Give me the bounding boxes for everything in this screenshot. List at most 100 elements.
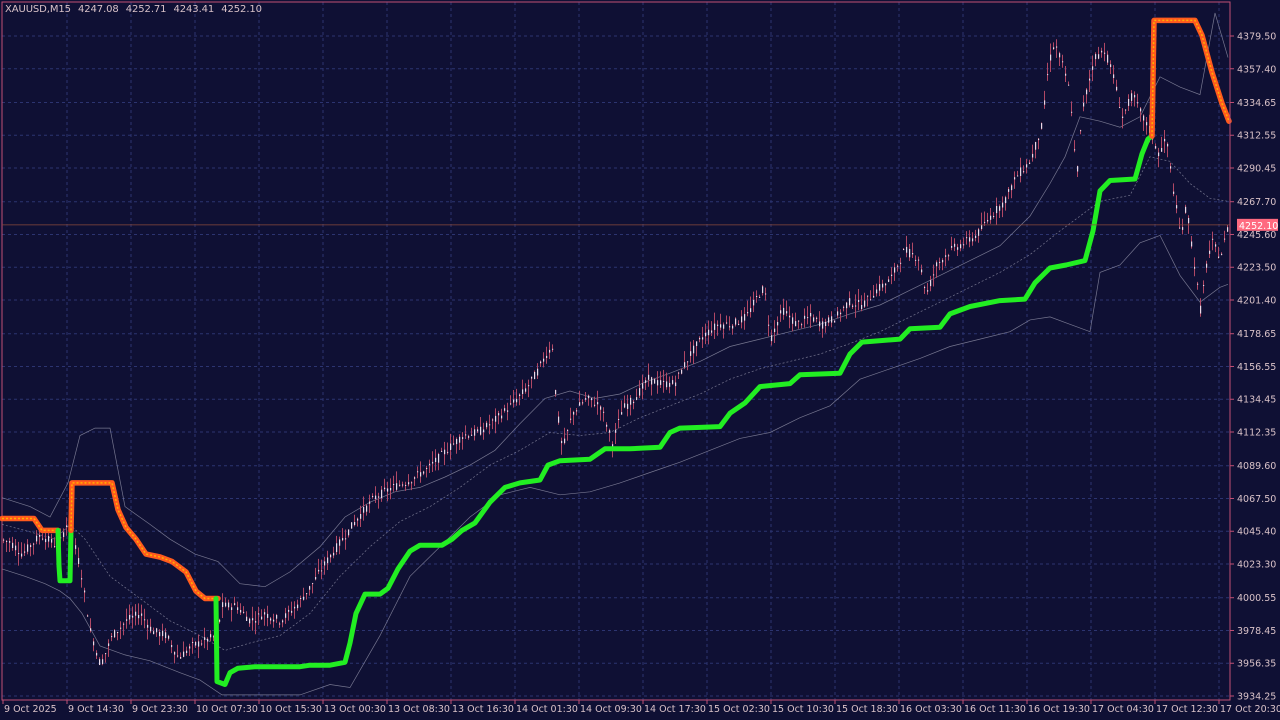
candle-body: [567, 429, 569, 431]
candle-body: [756, 296, 758, 297]
candle-body: [792, 317, 794, 324]
candle-body: [789, 315, 791, 318]
candle-body: [438, 454, 440, 463]
candle-body: [537, 368, 539, 376]
candle-body: [198, 641, 200, 647]
candle-body: [1017, 175, 1019, 177]
price-axis[interactable]: 4379.50 4357.40 4334.65 4312.55 4290.45 4267.…: [1229, 2, 1276, 703]
candle-body: [1137, 102, 1139, 104]
candle-body: [507, 410, 509, 412]
candle-body: [228, 602, 230, 608]
candle-body: [252, 618, 254, 621]
ohlc-open: 4247.08: [78, 4, 119, 15]
candle-body: [1086, 89, 1088, 95]
candle-body: [336, 543, 338, 552]
candle-body: [435, 457, 437, 462]
candle-body: [3, 539, 5, 541]
candle-body: [597, 402, 599, 405]
time-tick-label: 10 Oct 07:30: [196, 704, 258, 715]
candle-body: [648, 374, 650, 380]
candle-body: [678, 372, 680, 374]
candle-body: [45, 538, 47, 543]
time-tick-label: 9 Oct 23:30: [132, 704, 188, 715]
candle-body: [939, 261, 941, 263]
candle-body: [552, 348, 554, 350]
candle-body: [270, 618, 272, 621]
candle-body: [12, 542, 14, 548]
candle-body: [1218, 256, 1220, 258]
candle-body: [90, 628, 92, 631]
candle-body: [354, 522, 356, 525]
candle-body: [387, 488, 389, 492]
candle-body: [261, 616, 263, 620]
candle-body: [432, 461, 434, 464]
trailing-stop-line: [0, 17, 1232, 687]
candle-body: [1101, 50, 1103, 53]
candle-body: [396, 483, 398, 490]
candle-body: [966, 237, 968, 239]
candle-body: [864, 300, 866, 307]
candle-body: [513, 399, 515, 403]
candle-body: [819, 321, 821, 327]
candle-body: [684, 362, 686, 368]
candle-body: [807, 317, 809, 319]
candle-body: [1203, 285, 1205, 286]
candle-body: [519, 394, 521, 396]
candle-body: [1212, 238, 1214, 240]
candle-body: [243, 611, 245, 613]
candle-body: [501, 415, 503, 419]
candle-body: [558, 416, 560, 423]
candle-body: [765, 293, 767, 295]
candle-body: [474, 429, 476, 436]
price-tick-label: 4201.40: [1237, 296, 1276, 307]
candle-body: [1089, 78, 1091, 81]
candle-body: [999, 206, 1001, 211]
candle-body: [891, 274, 893, 276]
candle-body: [1194, 266, 1196, 269]
candle-body: [906, 246, 908, 253]
candle-body: [447, 451, 449, 453]
candle-body: [603, 411, 605, 413]
candle-body: [852, 305, 854, 307]
candle-body: [1179, 227, 1181, 229]
candle-body: [309, 586, 311, 590]
candle-body: [360, 514, 362, 519]
candle-body: [21, 553, 23, 557]
price-tick-label: 4045.40: [1237, 527, 1276, 538]
time-tick-label: 13 Oct 16:30: [452, 704, 514, 715]
price-tick-label: 3956.35: [1237, 659, 1276, 670]
candle-body: [729, 326, 731, 328]
candle-body: [393, 484, 395, 485]
time-tick-label: 16 Oct 03:30: [900, 704, 962, 715]
candle-body: [279, 623, 281, 625]
candle-body: [1095, 54, 1097, 60]
price-tick-label: 4312.55: [1237, 131, 1276, 142]
candle-body: [855, 305, 857, 307]
candle-body: [375, 495, 377, 499]
candle-body: [414, 477, 416, 479]
candle-body: [606, 424, 608, 427]
time-tick-label: 13 Oct 08:30: [388, 704, 450, 715]
candle-body: [300, 598, 302, 599]
candle-body: [51, 539, 53, 543]
candle-body: [768, 324, 770, 326]
candle-body: [639, 388, 641, 396]
candle-body: [453, 443, 455, 445]
candle-body: [42, 538, 44, 540]
candle-body: [87, 615, 89, 617]
candle-body: [1122, 116, 1124, 118]
candle-body: [783, 307, 785, 315]
time-axis[interactable]: 9 Oct 2025 9 Oct 14:30 9 Oct 23:30 10 Oct 0…: [2, 700, 1280, 715]
candle-body: [936, 262, 938, 267]
candle-body: [201, 643, 203, 645]
candle-body: [1092, 66, 1094, 70]
candle-body: [207, 638, 209, 642]
candle-body: [234, 603, 236, 605]
candle-body: [186, 650, 188, 653]
candle-body: [246, 616, 248, 621]
candle-body: [36, 535, 38, 542]
candle-body: [282, 620, 284, 623]
candle-body: [285, 613, 287, 618]
candle-body: [831, 316, 833, 323]
